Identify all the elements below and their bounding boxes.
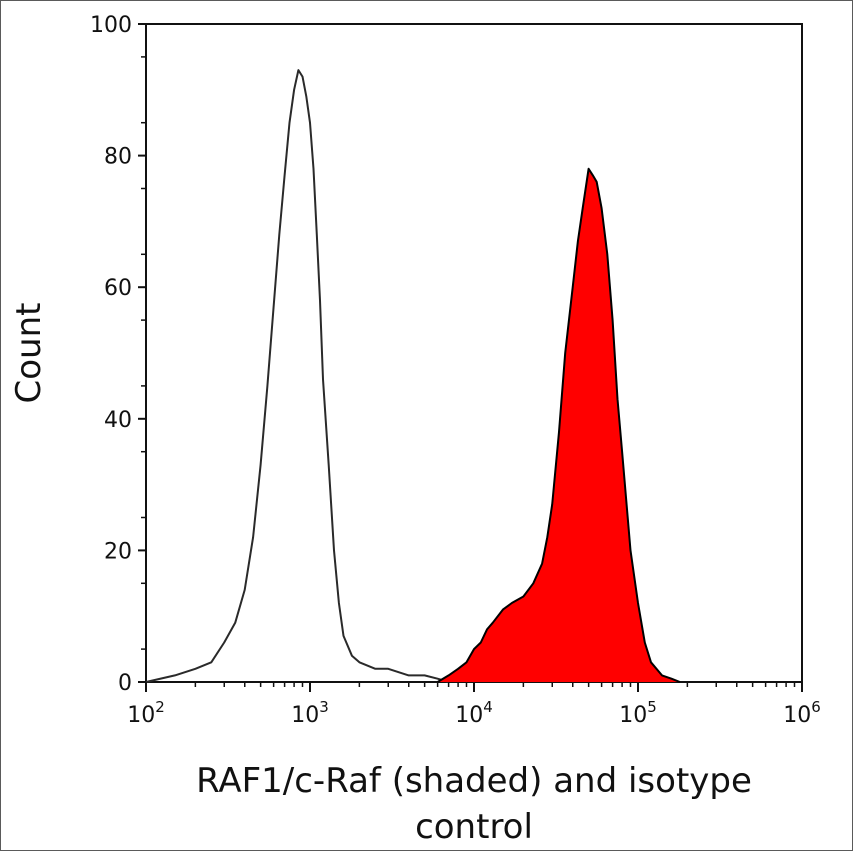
y-tick-label: 60 (104, 276, 132, 301)
x-axis-title-line-2: control (415, 807, 533, 847)
x-tick-label: 103 (291, 698, 329, 728)
x-tick-label: 105 (619, 698, 657, 728)
x-tick-label: 104 (455, 698, 493, 728)
y-axis-title: Count (9, 303, 49, 404)
series-1-line (437, 167, 681, 683)
y-axis: 0 20 40 60 80 100 (90, 13, 146, 696)
series-1-fill (437, 168, 680, 683)
series-layer (145, 69, 681, 683)
y-tick-label: 40 (104, 408, 132, 433)
x-axis: 102 103 104 105 106 (127, 682, 821, 728)
plot-area-frame (145, 23, 803, 683)
x-axis-title-line-1: RAF1/c-Raf (shaded) and isotype (196, 761, 752, 801)
y-tick-label: 20 (104, 539, 132, 564)
x-tick-label: 102 (127, 698, 165, 728)
y-tick-label: 0 (118, 671, 132, 696)
x-tick-label: 106 (783, 698, 821, 728)
y-tick-label: 100 (90, 13, 132, 38)
series-0-line (145, 69, 449, 683)
y-tick-label: 80 (104, 145, 132, 170)
